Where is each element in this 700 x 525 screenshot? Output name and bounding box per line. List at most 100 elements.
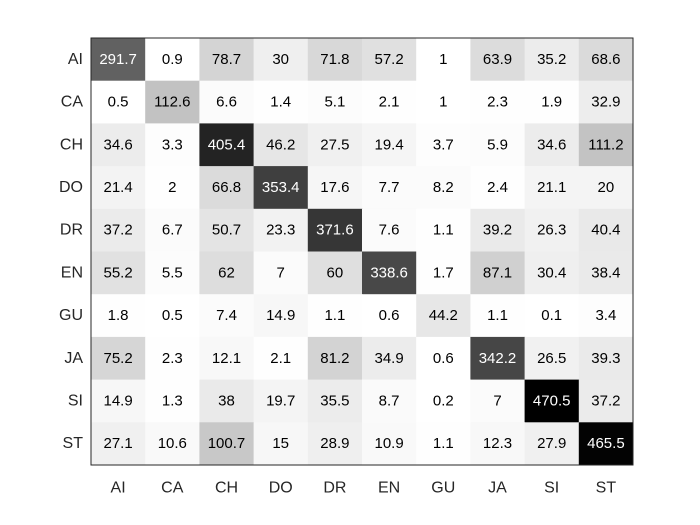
x-tick-label: ST (596, 480, 617, 497)
cell-value-label: 37.2 (591, 392, 620, 409)
cell-value-label: 44.2 (429, 307, 458, 324)
heatmap-cell (362, 123, 417, 167)
cell-value-label: 371.6 (316, 222, 354, 239)
heatmap-cell (362, 336, 417, 381)
cell-value-label: 78.7 (212, 51, 241, 68)
cell-value-label: 7.7 (379, 179, 400, 196)
heatmap-cell (253, 80, 309, 124)
cell-value-label: 27.9 (537, 435, 566, 452)
cell-value-label: 1.1 (433, 222, 454, 239)
heatmap-cell (199, 208, 255, 252)
heatmap-cell (416, 80, 471, 124)
heatmap-cell (524, 294, 580, 338)
cell-value-label: 1.1 (324, 307, 345, 324)
cell-value-label: 6.6 (216, 94, 237, 111)
cell-value-label: 30 (272, 51, 289, 68)
cell-value-label: 14.9 (103, 392, 132, 409)
heatmap-cell (362, 379, 417, 423)
cell-value-label: 81.2 (320, 350, 349, 367)
y-tick-label: EN (61, 264, 83, 281)
heatmap-cell (91, 123, 146, 167)
heatmap-cell (578, 38, 634, 82)
cell-value-label: 0.2 (433, 392, 454, 409)
heatmap-cell (470, 379, 526, 423)
y-axis-tick-labels: AI CA CH DO DR EN GU JA SI ST (59, 51, 83, 452)
cell-value-label: 1 (439, 94, 447, 111)
heatmap-cell (416, 38, 471, 82)
heatmap-cell (253, 123, 309, 167)
cell-value-label: 21.4 (103, 179, 132, 196)
x-tick-label: EN (378, 480, 400, 497)
heatmap-cell (524, 166, 580, 210)
cell-value-label: 39.2 (483, 222, 512, 239)
cell-value-label: 0.9 (162, 51, 183, 68)
cell-value-label: 12.1 (212, 350, 241, 367)
plot-frame (90, 37, 634, 466)
y-tick-label: CH (60, 136, 83, 153)
heatmap-cell (145, 251, 200, 295)
heatmap-cell (578, 251, 634, 295)
cell-value-label: 34.6 (103, 136, 132, 153)
cell-value-label: 1.7 (433, 264, 454, 281)
cell-value-label: 55.2 (103, 264, 132, 281)
heatmap-cell (307, 251, 363, 295)
heatmap-cell (307, 294, 363, 338)
cell-value-label: 37.2 (103, 222, 132, 239)
heatmap-cell (362, 38, 417, 82)
heatmap-cell (145, 422, 200, 466)
cell-value-label: 3.7 (433, 136, 454, 153)
heatmap-cell (578, 166, 634, 210)
cell-value-label: 38 (218, 392, 235, 409)
cell-value-label: 71.8 (320, 51, 349, 68)
heatmap-cell (199, 38, 255, 82)
y-tick-label: DR (60, 222, 83, 239)
heatmap-cell (362, 80, 417, 124)
heatmap-cell (253, 422, 309, 466)
y-tick-label: GU (59, 307, 83, 324)
heatmap-cell (307, 422, 363, 466)
heatmap-cell (91, 251, 146, 295)
cell-value-label: 14.9 (266, 307, 295, 324)
heatmap-cell (253, 166, 309, 210)
heatmap-cell (362, 422, 417, 466)
cell-value-label: 60 (327, 264, 344, 281)
heatmap-cell (199, 336, 255, 381)
cell-value-label: 1.1 (487, 307, 508, 324)
cell-value-label: 3.4 (595, 307, 616, 324)
cell-value-label: 46.2 (266, 136, 295, 153)
heatmap-cell (199, 251, 255, 295)
cell-value-label: 465.5 (587, 435, 625, 452)
heatmap-cell (307, 208, 363, 252)
cell-value-label: 35.2 (537, 51, 566, 68)
cell-value-label: 1.3 (162, 392, 183, 409)
cell-value-label: 30.4 (537, 264, 566, 281)
cell-value-label: 353.4 (262, 179, 300, 196)
heatmap-cell (253, 208, 309, 252)
heatmap-cell (145, 336, 200, 381)
cell-value-label: 6.7 (162, 222, 183, 239)
cell-value-label: 5.9 (487, 136, 508, 153)
cell-value-label: 5.1 (324, 94, 345, 111)
heatmap-cell (416, 336, 471, 381)
cell-value-label: 57.2 (374, 51, 403, 68)
cell-value-label: 8.7 (379, 392, 400, 409)
cell-value-label: 27.5 (320, 136, 349, 153)
cell-value-label: 1.4 (270, 94, 291, 111)
heatmap-cell (307, 379, 363, 423)
heatmap-cell (253, 336, 309, 381)
cell-value-label: 27.1 (103, 435, 132, 452)
cell-value-label: 5.5 (162, 264, 183, 281)
heatmap-cell (253, 38, 309, 82)
heatmap-cell (362, 166, 417, 210)
x-tick-label: DO (269, 480, 293, 497)
cell-value-label: 2.3 (487, 94, 508, 111)
heatmap-cell (145, 123, 200, 167)
heatmap-cell (470, 251, 526, 295)
cell-value-label: 7.6 (379, 222, 400, 239)
heatmap-cell-labels: 291.7 0.9 78.7 30 71.8 57.2 1 63.9 35.2 68.60.5 11… (99, 51, 624, 452)
heatmap-cell (199, 294, 255, 338)
cell-value-label: 112.6 (154, 94, 190, 111)
cell-value-label: 0.6 (379, 307, 400, 324)
heatmap-cell (470, 80, 526, 124)
